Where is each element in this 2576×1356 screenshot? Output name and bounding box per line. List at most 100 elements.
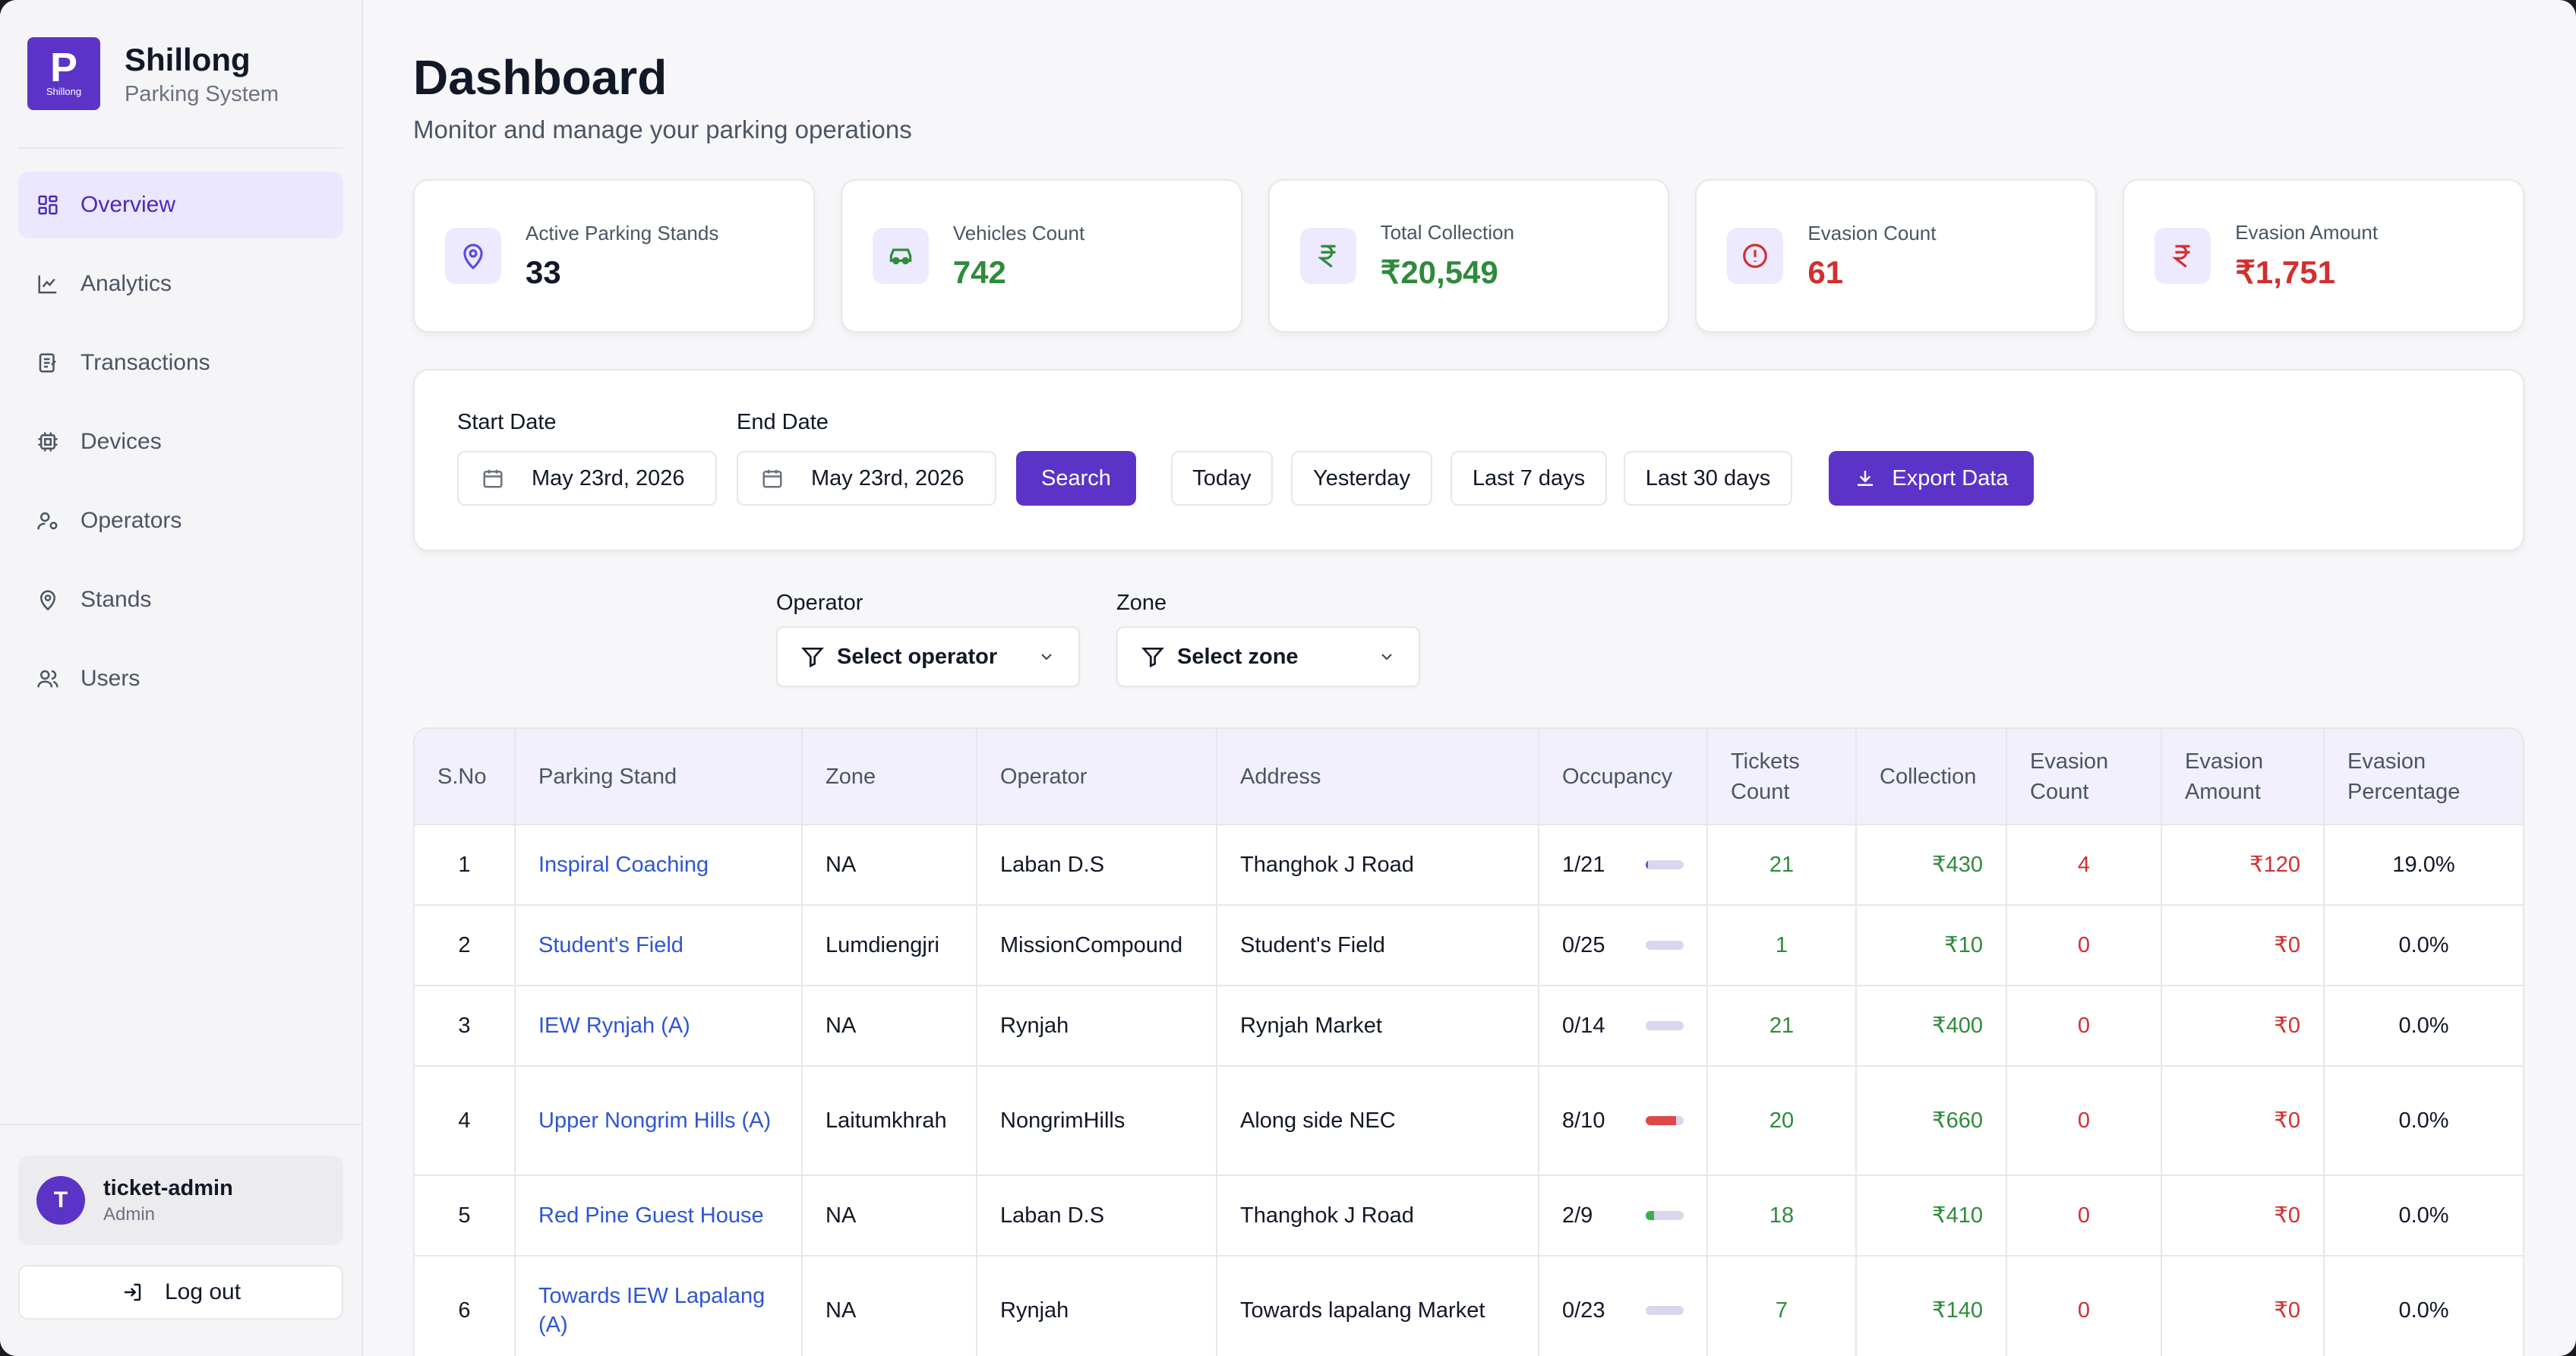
column-header[interactable]: Evasion Count [2006,729,2162,825]
cell-occupancy: 8/10 [1539,1066,1708,1176]
brand-title: Shillong [125,41,251,77]
cell-zone: NA [802,985,977,1067]
zone-select[interactable]: Select zone [1116,626,1420,687]
stat-card-evasion-amount: Evasion Amount ₹1,751 [2123,179,2524,333]
occupancy-bar-fill [1646,860,1648,869]
cell-stand-link[interactable]: Upper Nongrim Hills (A) [515,1066,803,1176]
user-name: ticket-admin [103,1175,233,1200]
cell-zone: Lumdiengjri [802,905,977,986]
cell-tickets: 1 [1707,905,1857,986]
cell-stand-link[interactable]: Red Pine Guest House [515,1175,803,1257]
column-header[interactable]: Zone [802,729,977,825]
yesterday-button[interactable]: Yesterday [1291,451,1432,506]
cell-zone: NA [802,825,977,906]
cell-operator: Rynjah [977,985,1217,1067]
sidebar-item-users[interactable]: Users [18,645,343,712]
column-header[interactable]: Evasion Amount [2161,729,2325,825]
occupancy-text: 0/23 [1562,1298,1605,1323]
logo-caption: Shillong [46,86,82,97]
logout-label: Log out [164,1279,242,1304]
sidebar-nav: Overview Analytics Transactions Devices … [0,149,361,712]
occupancy-bar [1646,1021,1684,1030]
cell-stand-link[interactable]: Student's Field [515,905,803,986]
zone-filter: Zone Select zone [1116,591,1420,687]
column-header[interactable]: Collection [1856,729,2007,825]
cell-stand-link[interactable]: Towards IEW Lapalang (A) [515,1256,803,1356]
logo-letter: P [49,45,78,90]
stat-card-vehicles: Vehicles Count 742 [840,179,1242,333]
stats-cards: Active Parking Stands 33 Vehicles Count … [413,179,2524,333]
column-header[interactable]: S.No [415,729,516,825]
cell-evasion-amount: ₹0 [2161,1175,2325,1257]
cell-operator: Rynjah [977,1256,1217,1356]
start-date-label: Start Date [457,410,557,434]
cell-evasion-count: 0 [2006,905,2162,986]
sidebar-item-devices[interactable]: Devices [18,408,343,475]
cell-tickets: 7 [1707,1256,1857,1356]
column-header[interactable]: Occupancy [1539,729,1708,825]
stat-value: ₹20,549 [1380,254,1498,290]
stat-value: 742 [952,254,1006,290]
chevron-down-icon [1041,654,1052,661]
occupancy-text: 8/10 [1562,1108,1605,1133]
column-header[interactable]: Tickets Count [1707,729,1857,825]
sidebar-item-operators[interactable]: Operators [18,487,343,554]
sidebar-item-overview[interactable]: Overview [18,172,343,238]
operator-select-value: Select operator [837,644,998,669]
end-date-picker[interactable]: May 23rd, 2026 [737,451,996,506]
sidebar-item-label: Overview [80,192,176,217]
cell-evasion-percentage: 0.0% [2324,905,2523,986]
column-header[interactable]: Parking Stand [515,729,803,825]
search-button[interactable]: Search [1016,451,1136,506]
operator-filter: Operator Select operator [776,591,1080,687]
start-date-picker[interactable]: May 23rd, 2026 [457,451,717,506]
operator-select[interactable]: Select operator [776,626,1080,687]
export-data-button[interactable]: Export Data [1829,451,2034,506]
cell-tickets: 21 [1707,825,1857,906]
logout-button[interactable]: Log out [18,1265,343,1320]
last-7-days-button[interactable]: Last 7 days [1451,451,1607,506]
sidebar-item-stands[interactable]: Stands [18,566,343,633]
last-30-days-button[interactable]: Last 30 days [1624,451,1792,506]
filter-icon [1141,648,1164,668]
cell-stand-link[interactable]: Inspiral Coaching [515,825,803,906]
stat-label: Active Parking Stands [526,221,719,244]
cell-stand-link[interactable]: IEW Rynjah (A) [515,985,803,1067]
cell-evasion-percentage: 0.0% [2324,1175,2523,1257]
cell-sno: 1 [415,825,516,906]
user-card[interactable]: T ticket-admin Admin [18,1156,343,1245]
occupancy-bar [1646,1211,1684,1220]
occupancy-text: 0/14 [1562,1014,1605,1038]
sidebar-footer: T ticket-admin Admin Log out [0,1124,361,1356]
occupancy-bar [1646,941,1684,950]
cell-operator: Laban D.S [977,825,1217,906]
main-content: Dashboard Monitor and manage your parkin… [363,0,2576,1356]
map-pin-icon [463,244,483,270]
end-date-label: End Date [737,410,829,434]
sidebar-item-analytics[interactable]: Analytics [18,251,343,317]
column-header[interactable]: Evasion Percentage [2324,729,2523,825]
cell-sno: 6 [415,1256,516,1356]
sidebar-item-transactions[interactable]: Transactions [18,330,343,396]
cell-evasion-count: 0 [2006,1175,2162,1257]
export-label: Export Data [1892,465,2009,490]
stat-value: 33 [526,254,561,290]
cell-address: Rynjah Market [1217,985,1539,1067]
table-row: 1 Inspiral Coaching NA Laban D.S Thanghok J … [415,825,2523,906]
table-row: 2 Student's Field Lumdiengjri MissionCompou… [415,905,2523,986]
cell-evasion-percentage: 19.0% [2324,825,2523,906]
cell-address: Along side NEC [1217,1066,1539,1176]
car-icon [889,248,912,265]
cell-address: Towards lapalang Market [1217,1256,1539,1356]
brand-subtitle: Parking System [125,81,279,106]
cell-zone: NA [802,1175,977,1257]
cell-evasion-amount: ₹0 [2161,905,2325,986]
stat-card-total-collection: Total Collection ₹20,549 [1267,179,1670,333]
sidebar-item-label: Stands [80,587,152,612]
cell-evasion-count: 4 [2006,825,2162,906]
stat-label: Evasion Count [1807,221,1937,244]
column-header[interactable]: Operator [977,729,1217,825]
column-header[interactable]: Address [1217,729,1539,825]
today-button[interactable]: Today [1171,451,1273,506]
cell-sno: 5 [415,1175,516,1257]
